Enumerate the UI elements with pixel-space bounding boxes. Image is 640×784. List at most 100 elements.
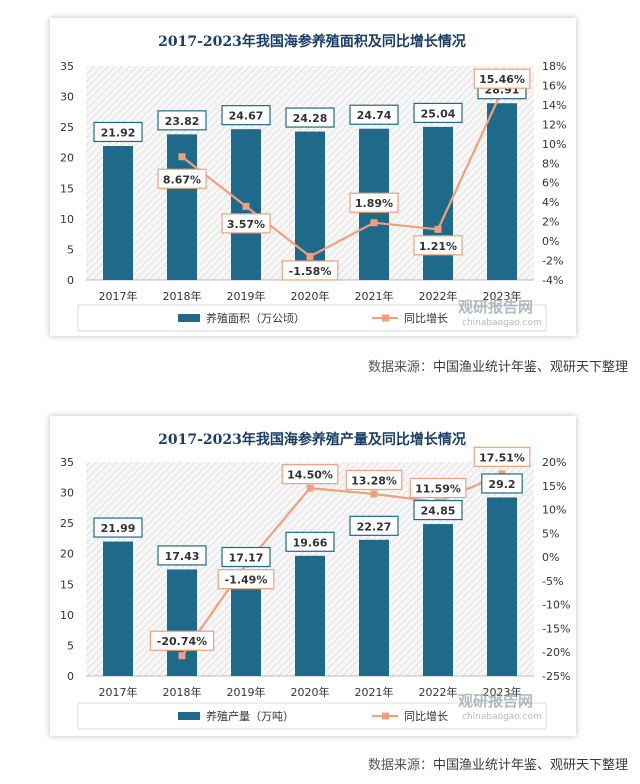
right-axis-tick-label: 20% xyxy=(542,456,566,469)
right-axis-tick-label: 6% xyxy=(542,177,559,190)
left-axis-tick-label: 0 xyxy=(67,274,74,287)
x-axis-tick-label: 2017年 xyxy=(99,685,138,699)
bar-2018年 xyxy=(167,569,197,676)
x-axis-tick-label: 2022年 xyxy=(419,685,458,699)
watermark-sub: chinabaogao.com xyxy=(462,318,542,328)
line-data-label: -20.74% xyxy=(157,635,207,648)
line-point-2020年 xyxy=(306,484,314,492)
right-axis-tick-label: -2% xyxy=(542,255,563,268)
line-data-label-box xyxy=(473,68,531,89)
right-axis-tick-label: 18% xyxy=(542,60,566,73)
bar-data-label: 24.67 xyxy=(229,110,264,123)
bar-2022年 xyxy=(423,126,453,280)
bar-data-label-box xyxy=(481,473,523,494)
line-point-2020年 xyxy=(306,252,314,260)
chart-panel-output: 2017-2023年我国海参养殖产量及同比增长情况 0 5 10 15 20 25 30 35 -… xyxy=(50,416,576,736)
left-axis-tick-label: 35 xyxy=(60,456,74,469)
legend-line-label: 同比增长 xyxy=(404,709,448,723)
line-data-label: 11.59% xyxy=(415,482,461,495)
bar-data-label: 21.99 xyxy=(101,522,136,535)
legend-line-marker xyxy=(382,712,389,720)
line-data-label: 14.50% xyxy=(287,469,333,482)
legend-bar-label: 养殖面积（万公顷） xyxy=(206,311,305,325)
right-axis-tick-label: 8% xyxy=(542,157,559,170)
bar-data-label: 19.66 xyxy=(293,536,328,549)
watermark-main: 观研报告网 xyxy=(458,692,533,710)
x-axis-tick-label: 2018年 xyxy=(163,685,202,699)
right-axis-tick-label: -4% xyxy=(542,274,563,287)
line-data-label-box xyxy=(217,569,275,590)
bar-2022年 xyxy=(423,524,453,676)
bar-data-label-box xyxy=(93,517,143,538)
line-data-label-box xyxy=(221,213,271,234)
bar-data-label: 24.28 xyxy=(293,112,328,125)
right-axis-tick-label: 4% xyxy=(542,196,559,209)
bar-data-label: 23.82 xyxy=(165,115,200,128)
x-axis-tick-label: 2021年 xyxy=(355,289,394,303)
chart-output-svg: 2017-2023年我国海参养殖产量及同比增长情况 0 5 10 15 20 25 30 35 -… xyxy=(60,431,570,730)
right-axis-tick-label: -10% xyxy=(542,599,570,612)
bar-data-label: 17.17 xyxy=(229,552,264,565)
line-data-label: 3.57% xyxy=(227,218,265,231)
line-data-label: 1.89% xyxy=(355,197,393,210)
line-point-2019年 xyxy=(242,202,250,210)
bar-data-label-box xyxy=(349,104,399,125)
line-data-label: -1.58% xyxy=(289,265,332,278)
watermark-main: 观研报告网 xyxy=(458,298,533,316)
line-data-label-box xyxy=(281,464,339,485)
left-axis-tick-label: 25 xyxy=(60,121,74,134)
line-data-label: 13.28% xyxy=(351,474,397,487)
legend-box xyxy=(77,304,547,332)
right-axis-tick-label: -20% xyxy=(542,646,570,659)
line-data-label-box xyxy=(413,235,463,256)
left-axis-tick-label: 15 xyxy=(60,578,74,591)
line-point-2018年 xyxy=(178,652,186,660)
left-axis-tick-label: 10 xyxy=(60,213,74,226)
bar-data-label-box xyxy=(93,121,143,143)
legend-line-marker xyxy=(382,314,389,322)
bar-data-label-box xyxy=(413,102,463,123)
bar-data-label-box xyxy=(413,499,463,521)
left-axis-tick-label: 0 xyxy=(67,670,74,683)
left-axis-tick-label: 15 xyxy=(60,182,74,195)
bar-2017年 xyxy=(103,541,133,676)
legend-box xyxy=(77,702,547,730)
line-point-2021年 xyxy=(370,219,378,227)
right-axis-tick-label: 16% xyxy=(542,79,566,92)
bar-data-label: 24.85 xyxy=(421,505,456,518)
bar-data-label-box xyxy=(221,105,271,126)
legend-bar-swatch xyxy=(178,314,200,322)
right-axis-tick-label: 2% xyxy=(542,216,559,229)
right-axis-tick-label: 12% xyxy=(542,118,566,131)
bar-data-label-box xyxy=(157,110,207,131)
x-axis-tick-label: 2021年 xyxy=(355,685,394,699)
bar-data-label-box xyxy=(221,546,271,568)
line-data-label: 1.21% xyxy=(419,240,457,253)
line-data-label: -1.49% xyxy=(225,574,268,587)
x-axis-tick-label: 2018年 xyxy=(163,289,202,303)
line-data-label: 15.46% xyxy=(479,73,525,86)
source-text: 中国渔业统计年鉴、观研天下整理 xyxy=(432,360,628,375)
bar-2023年 xyxy=(487,103,517,281)
line-point-2022年 xyxy=(434,225,442,233)
right-axis-tick-label: -25% xyxy=(542,670,570,683)
right-axis-tick-label: 0% xyxy=(542,235,559,248)
chart-area-svg: 2017-2023年我国海参养殖面积及同比增长情况 0 5 10 15 20 25 30 35 -… xyxy=(60,33,566,332)
left-axis-tick-label: 5 xyxy=(67,639,74,652)
chart-title: 2017-2023年我国海参养殖产量及同比增长情况 xyxy=(158,431,466,448)
x-axis-tick-label: 2019年 xyxy=(227,685,266,699)
line-data-label-box xyxy=(345,469,403,491)
source-label: 数据来源： xyxy=(367,360,433,375)
x-axis-tick-label: 2020年 xyxy=(291,289,330,303)
watermark-sub: chinabaogao.com xyxy=(462,712,542,722)
line-data-label: 8.67% xyxy=(163,173,201,186)
source-note-output: 数据来源：中国渔业统计年鉴、观研天下整理 xyxy=(368,754,628,773)
bar-2021年 xyxy=(359,539,389,676)
line-point-2018年 xyxy=(178,153,186,161)
line-data-label-box xyxy=(349,192,399,213)
legend-bar-swatch xyxy=(178,712,200,720)
bar-data-label: 25.04 xyxy=(421,107,456,120)
line-data-label-box xyxy=(473,446,531,467)
x-axis-tick-label: 2019年 xyxy=(227,289,266,303)
line-data-label-box xyxy=(157,168,207,189)
